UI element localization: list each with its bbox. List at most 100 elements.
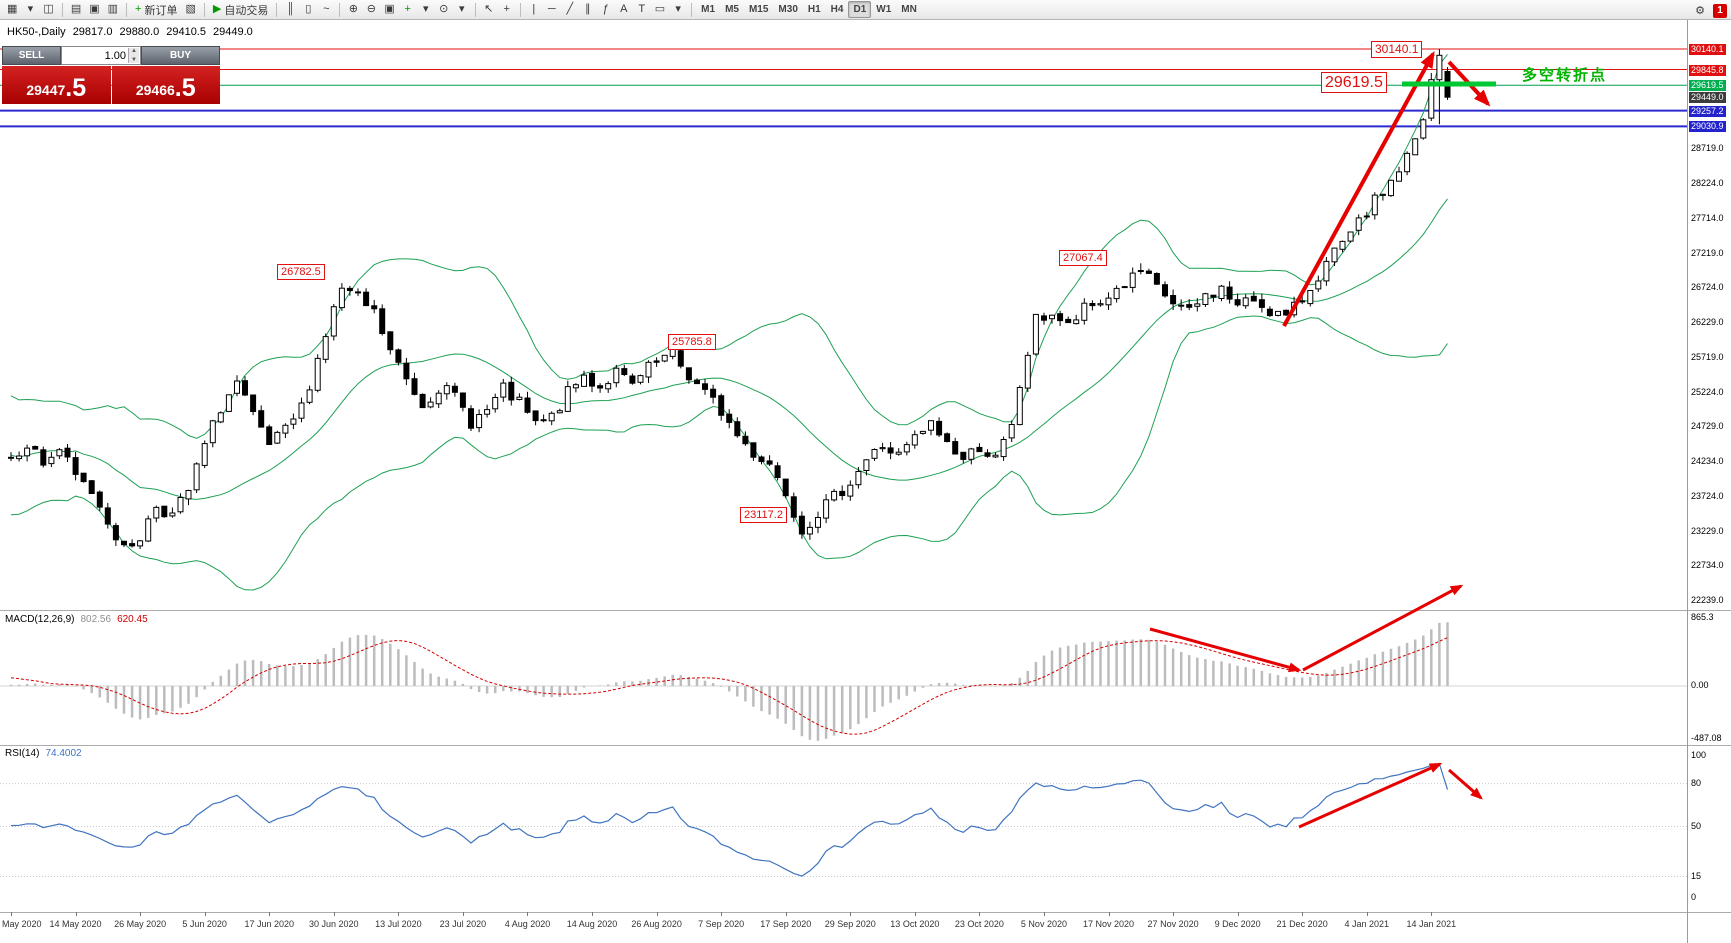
time-axis-label: 14 May 2020 [49,919,102,929]
periods-dropdown[interactable]: ▾ [453,1,471,18]
open-value: 29817.0 [72,26,113,38]
symbol-timeframe-label: HK50-,Daily [7,26,66,38]
market-watch-button[interactable]: ▤ [67,1,85,18]
rsi-name: RSI(14) [5,748,40,759]
toolbar-separator [474,2,476,17]
navigator-button-icon: ▣ [89,3,100,15]
chart-window-button-icon: ▧ [185,3,196,15]
settings-button[interactable]: ⚙ [1695,5,1705,17]
sell-button[interactable]: SELL [2,46,61,65]
price-axis-label: 29257.2 [1689,105,1726,117]
shapes-button[interactable]: ▭ [651,1,669,18]
rsi-panel[interactable] [0,745,1731,912]
macd-panel[interactable] [0,611,1731,745]
timeframe-d1[interactable]: D1 [848,1,872,18]
volume-input[interactable]: 1.00 ▲ ▼ [61,46,141,65]
timeframe-m30[interactable]: M30 [778,4,798,15]
time-axis-tick [11,912,12,916]
price-axis-label: 27219.0 [1691,247,1724,258]
market-watch-button-icon: ▤ [70,3,82,15]
price-axis-label: 29845.8 [1689,64,1726,76]
time-axis-label: 23 Jul 2020 [439,919,487,929]
volume-spinner[interactable]: ▲ ▼ [128,48,139,63]
timeframe-m5[interactable]: M5 [725,4,739,15]
spin-down-icon[interactable]: ▼ [131,57,137,63]
candlestick-chart-button[interactable]: ▯ [299,1,317,18]
price-chart-panel[interactable] [0,20,1731,611]
timeframe-h4[interactable]: H4 [830,4,844,15]
chart-list-dropdown-icon: ▾ [27,3,34,15]
time-axis-tick [75,912,77,916]
chart-window-button[interactable]: ▧ [181,1,199,18]
timeframe-h1[interactable]: H1 [807,4,821,15]
macd-main-value: 802.56 [80,614,112,625]
channel-button[interactable]: ∥ [579,1,597,18]
time-axis-tick [656,912,658,916]
time-axis-strip[interactable] [0,912,1731,943]
timeframe-m15[interactable]: M15 [748,4,769,15]
terminal-button[interactable]: ▥ [104,1,122,18]
zoom-in-button-icon: ⊕ [348,3,358,15]
indicators-button[interactable]: + [399,1,417,18]
timeframe-mn[interactable]: MN [901,4,917,15]
time-axis-label: 14 Jan 2021 [1406,919,1457,929]
time-axis-tick [140,912,142,916]
text-button[interactable]: A [615,1,633,18]
time-axis-tick [850,912,852,916]
time-axis-tick [914,912,916,916]
zoom-in-button[interactable]: ⊕ [344,1,362,18]
time-axis-label: 14 Aug 2020 [566,919,618,929]
toolbar-separator [339,2,341,17]
zoom-out-button[interactable]: ⊖ [362,1,380,18]
navigator-button[interactable]: ▣ [85,1,103,18]
auto-trading-button[interactable]: ▶ 自动交易 [209,1,272,18]
time-axis-tick [398,912,400,916]
fibonacci-button[interactable]: ƒ [597,1,615,18]
shapes-dropdown[interactable]: ▾ [669,1,687,18]
trendline-button[interactable]: ╱ [561,1,579,18]
toolbar-separator [203,2,205,17]
price-callout: 27067.4 [1059,250,1107,266]
line-chart-button[interactable]: ~ [317,1,335,18]
horizontal-line-button[interactable]: ─ [543,1,561,18]
trendline-button-icon: ╱ [566,3,574,15]
cursor-button[interactable]: ↖ [480,1,498,18]
new-order-button[interactable]: + 新订单 [131,1,181,18]
time-axis-tick [1043,912,1045,916]
price-axis[interactable]: 30140.1 29845.8 29619.5 29449.0 29257.2 29030… [1688,20,1731,943]
new-chart-button-icon: ▦ [7,3,18,15]
high-value: 29880.0 [119,26,160,38]
label-button[interactable]: T [633,1,651,18]
crosshair-button[interactable]: + [498,1,516,18]
macd-indicator-label: MACD(12,26,9) 802.56 620.45 [5,614,148,625]
periods-clock-button[interactable]: ⊙ [435,1,453,18]
chart-list-dropdown[interactable]: ▾ [21,1,39,18]
macd-signal-value: 620.45 [117,614,148,625]
macd-axis-label: -487.08 [1691,733,1722,743]
time-axis-tick [785,912,787,916]
notification-badge[interactable]: 1 [1713,3,1727,18]
timeframe-m1[interactable]: M1 [701,4,716,15]
channel-button-icon: ∥ [585,3,591,15]
bar-chart-button[interactable]: ║ [281,1,299,18]
cursor-button-icon: ↖ [484,3,494,15]
price-axis-label: 29449.0 [1689,92,1726,104]
sell-price-panel[interactable]: 29447 .5 [2,66,111,104]
price-callout: 25785.8 [668,334,716,350]
price-callout: 26782.5 [277,264,325,280]
buy-price-panel[interactable]: 29466 .5 [111,66,220,104]
buy-button[interactable]: BUY [141,46,220,65]
time-axis-tick [527,912,529,916]
timeframe-w1[interactable]: W1 [876,4,892,15]
time-axis[interactable]: May 2020 14 May 2020 26 May 2020 5 Jun 2020… [0,912,1687,943]
vertical-line-button[interactable]: | [525,1,543,18]
profiles-button[interactable]: ◫ [39,1,57,18]
time-axis-label: 13 Jul 2020 [375,919,422,929]
time-axis-tick [333,912,335,916]
spin-up-icon[interactable]: ▲ [131,48,137,54]
indicators-dropdown[interactable]: ▾ [417,1,435,18]
price-axis-label: 24234.0 [1691,455,1724,466]
time-axis-tick [1237,912,1239,916]
tile-windows-button[interactable]: ▣ [380,1,398,18]
new-chart-button[interactable]: ▦ [3,1,21,18]
